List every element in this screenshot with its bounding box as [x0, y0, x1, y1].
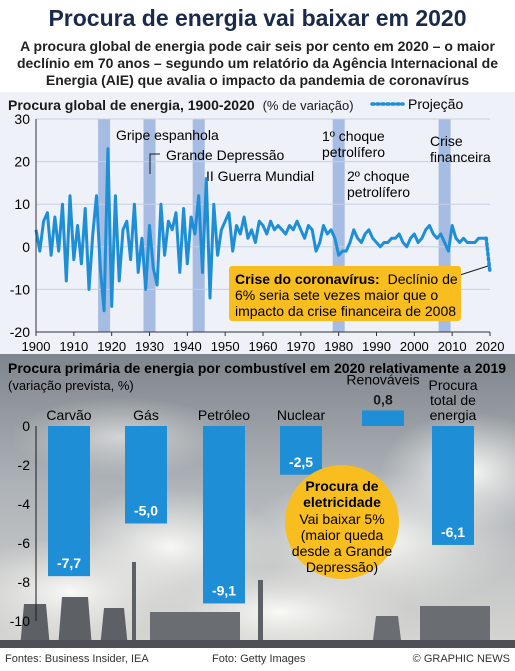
footer-photo-credit: Foto: Getty Images: [212, 653, 306, 665]
photo-power-station: [0, 562, 515, 648]
bar-y-tick-label: -4: [18, 496, 31, 512]
bar-5: [362, 410, 404, 426]
bar-value-label: -9,1: [212, 582, 236, 598]
bar-6: [432, 426, 474, 545]
bar-category-label: total de: [430, 392, 476, 408]
corona-callout-line-2: 6% seria sete vezes maior que o: [235, 287, 438, 303]
projection-series-line: [484, 236, 492, 275]
bar-y-tick-label: 0: [22, 418, 30, 434]
x-tick-label: 1930: [135, 339, 164, 354]
y-tick-label: 0: [22, 239, 30, 255]
annotation-label: financeira: [430, 149, 491, 165]
y-tick-label: 10: [14, 196, 30, 212]
annotation-label: II Guerra Mundial: [206, 168, 314, 184]
ground-strip: [0, 640, 515, 648]
bar-y-tick-label: -10: [10, 613, 30, 629]
y-tick-label: -20: [10, 324, 30, 340]
demand-series-line: [34, 147, 487, 313]
annotation-label: Crise: [430, 133, 463, 149]
legend-label: Projeção: [408, 96, 463, 112]
footer-brand: © GRAPHIC NEWS: [412, 653, 510, 665]
x-tick-label: 1940: [173, 339, 202, 354]
bar-category-label: Gás: [133, 407, 159, 423]
x-tick-label: 2000: [400, 339, 429, 354]
bar-value-label: -6,1: [441, 524, 465, 540]
electricity-callout-line-3: desde a Grande: [292, 543, 393, 559]
bar-category-labels: Carvão Gás Petróleo Nuclear Renováveis Procur…: [46, 371, 477, 423]
electricity-callout-bold-2: eletricidade: [303, 494, 381, 510]
electricity-callout-bold-1: Procura de: [305, 478, 378, 494]
line-chart-panel: Procura global de energia, 1900-2020 (% …: [0, 92, 515, 354]
annotation-label: 1º choque: [322, 128, 385, 144]
y-tick-label: -10: [10, 281, 30, 297]
bar-chart-axes: 0 -2 -4 -6 -8 -10: [10, 418, 37, 629]
cooling-tower-2: [58, 597, 92, 648]
y-tick-label: 20: [14, 154, 30, 170]
cooling-tower-3: [100, 608, 128, 648]
chimney-1: [132, 562, 136, 648]
x-tick-label: 1920: [97, 339, 126, 354]
bar-chart-subtitle: (variação prevista, %): [8, 378, 134, 393]
bar-4: [280, 426, 322, 475]
bar-category-label: Carvão: [46, 407, 91, 423]
subtitle-line-2: declínio em 70 anos – segundo um relatór…: [16, 55, 499, 71]
bar-value-label: -7,7: [57, 555, 81, 571]
bar-chart-title: Procura primária de energia por combustí…: [8, 360, 506, 376]
annotation-leader: [149, 153, 160, 174]
footer-sources: Fontes: Business Insider, IEA: [5, 653, 149, 665]
footer: Fontes: Business Insider, IEA Foto: Gett…: [0, 648, 515, 671]
page-title: Procura de energia vai baixar em 2020: [48, 5, 467, 31]
bar-category-label: Nuclear: [277, 407, 326, 423]
x-tick-label: 1900: [22, 339, 51, 354]
line-chart-title: Procura global de energia, 1900-2020 (% …: [8, 97, 354, 113]
x-tick-label: 1910: [59, 339, 88, 354]
subtitle-line-3: Energia (AIE) que avalia o impacto da pa…: [45, 72, 470, 88]
bar-category-label: Renováveis: [346, 371, 419, 387]
electricity-callout-line-4: Depressão): [306, 559, 378, 575]
x-tick-label: 2010: [438, 339, 467, 354]
electricity-callout-circle: [285, 465, 399, 579]
corona-callout: Crise do coronavírus: Declínio de 6% ser…: [229, 265, 489, 321]
chimney-2: [258, 580, 263, 648]
annotation-label: Gripe espanhola: [116, 127, 219, 143]
bar-3: [203, 426, 245, 604]
bar-category-label: Procura: [428, 377, 477, 393]
infographic-canvas: Procura global de energia, 1900-2020 (% …: [0, 92, 515, 648]
x-tick-label: 1980: [324, 339, 353, 354]
y-tick-label: 30: [14, 111, 30, 127]
cooling-tower-1: [20, 604, 50, 648]
bar-chart-panel: Procura primária de energia por combustí…: [0, 354, 515, 648]
bar-value-labels: -7,7 -5,0 -9,1 -2,5 0,8 -6,1: [57, 391, 465, 598]
subtitle-line-1: A procura global de energia pode cair se…: [20, 38, 495, 54]
x-tick-label: 1960: [249, 339, 278, 354]
x-tick-label: 1990: [362, 339, 391, 354]
bar-category-label: energia: [430, 407, 477, 423]
electricity-callout-line-1: Vai baixar 5%: [299, 511, 384, 527]
bar-series: [48, 410, 474, 604]
annotation-label: petrolífero: [322, 144, 385, 160]
electricity-callout-line-2: (maior queda: [301, 527, 384, 543]
line-chart-annotations: Gripe espanhola Grande Depressão II Guerra…: [116, 127, 491, 200]
bar-1: [48, 426, 90, 577]
x-tick-label: 1970: [286, 339, 315, 354]
bar-y-tick-label: -2: [18, 457, 31, 473]
x-tick-label: 2020: [476, 339, 505, 354]
corona-callout-line-1: Crise do coronavírus: Declínio de: [235, 271, 458, 287]
annotation-label: petrolífero: [347, 184, 410, 200]
legend: Projeção: [370, 96, 463, 112]
corona-callout-box: [229, 266, 461, 321]
corona-callout-line-3: impacto da crise financeira de 2008: [235, 303, 456, 319]
bar-value-label: 0,8: [373, 391, 393, 407]
bar-value-label: -5,0: [134, 503, 158, 519]
bar-2: [125, 426, 167, 524]
x-tick-label: 1950: [211, 339, 240, 354]
annotation-label: Grande Depressão: [166, 147, 285, 163]
bar-value-label: -2,5: [289, 454, 313, 470]
bar-y-tick-label: -8: [18, 574, 31, 590]
bar-y-tick-label: -6: [18, 535, 31, 551]
electricity-callout: Procura de eletricidade Vai baixar 5% (m…: [285, 465, 399, 579]
annotation-label: 2º choque: [347, 168, 410, 184]
bar-category-label: Petróleo: [198, 407, 250, 423]
